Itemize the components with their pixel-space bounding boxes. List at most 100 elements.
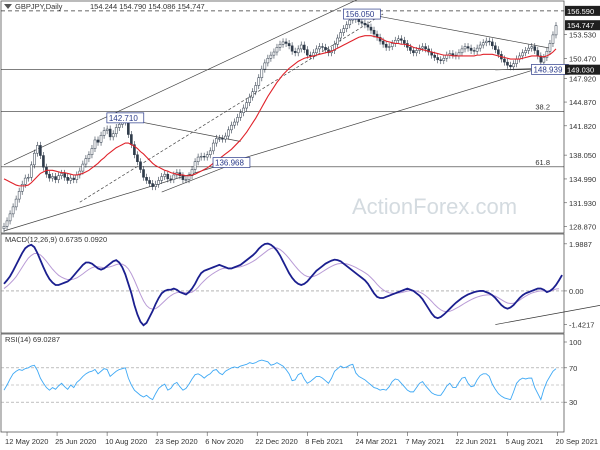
candle-body [142, 169, 145, 178]
candle-body [548, 43, 552, 52]
candle-body [190, 169, 194, 177]
candle-body [230, 124, 233, 131]
rsi-axis-label: 100 [569, 338, 582, 347]
x-axis-label: 6 Nov 2020 [205, 437, 243, 446]
candle-body [272, 51, 276, 56]
candle-body [33, 152, 36, 166]
candle-body [236, 117, 239, 123]
candle-body [39, 145, 42, 156]
candle-body [439, 59, 443, 61]
candle-body [433, 54, 436, 58]
x-axis-label: 25 Jun 2020 [55, 437, 96, 446]
candle-body [48, 173, 51, 179]
candle-body [108, 128, 112, 138]
price-axis-label: 150.470 [569, 54, 596, 63]
candle-body [17, 191, 21, 200]
candle-body [381, 40, 385, 45]
candle-body [378, 36, 382, 42]
candle-body [93, 139, 97, 149]
candle-body [133, 144, 136, 155]
candle-body [69, 177, 73, 181]
candle-body [57, 175, 60, 180]
price-annotation-box [212, 157, 251, 168]
candle-body [466, 46, 470, 49]
candle-body [172, 174, 176, 180]
candle-body [72, 177, 76, 180]
candle-body [266, 57, 270, 64]
candle-body [387, 46, 391, 48]
candle-body [196, 156, 200, 162]
macd-axis-label: 1.9887 [569, 240, 592, 249]
macd-line [3, 242, 563, 327]
candle-body [472, 50, 476, 52]
candle-body [75, 174, 79, 180]
candle-body [51, 176, 54, 179]
price-marker-label: 156.590 [567, 7, 594, 16]
candle-body [90, 148, 94, 155]
candle-body [339, 32, 342, 39]
candle-body [536, 50, 540, 57]
candle-body [421, 46, 424, 49]
candle-body [396, 38, 400, 41]
candle-body [342, 28, 345, 33]
candle-body [451, 53, 455, 56]
candle-body [218, 138, 221, 140]
candle-body [42, 155, 45, 168]
candle-body [263, 62, 267, 70]
candle-body [357, 19, 361, 22]
candle-body [296, 48, 300, 54]
candle-body [554, 25, 558, 36]
x-axis-label: 24 Mar 2021 [355, 437, 397, 446]
price-axis-label: 138.050 [569, 151, 596, 160]
candle-body [160, 176, 164, 181]
symbol-marker-icon [4, 4, 12, 9]
price-axis-label: 153.530 [569, 31, 596, 40]
candle-body [193, 161, 197, 170]
candle-body [257, 77, 261, 86]
candle-body [412, 50, 415, 54]
candle-body [233, 121, 236, 126]
candle-body [211, 142, 215, 152]
rsi-axis-label: 70 [569, 364, 577, 373]
candle-body [478, 44, 482, 49]
macd-axis-label: 0.00 [569, 287, 584, 296]
price-annotation-label: 156.050 [345, 10, 374, 19]
candle-body [403, 40, 406, 44]
watermark: ActionForex.com [352, 194, 517, 219]
price-axis-label: 141.820 [569, 122, 596, 131]
candle-body [136, 154, 139, 162]
candle-body [248, 96, 251, 103]
candle-body [530, 46, 534, 49]
macd-axis-label: -1.4217 [569, 321, 594, 330]
price-annotation-label: 142.710 [109, 114, 138, 123]
candle-body [251, 91, 255, 98]
price-marker-box [565, 20, 600, 31]
candle-body [524, 50, 527, 54]
price-axis-label: 147.920 [569, 74, 596, 83]
candle-body [336, 37, 339, 45]
candle-body [390, 43, 394, 47]
candle-body [281, 41, 285, 45]
candle-body [163, 173, 167, 177]
channel-upper-line [3, 0, 358, 166]
candle-body [5, 220, 9, 227]
candle-body [81, 163, 85, 172]
candle-body [96, 139, 100, 143]
rsi-line [3, 359, 557, 401]
price-axis-label: 131.930 [569, 199, 596, 208]
candle-body [20, 184, 24, 192]
candle-body [215, 138, 218, 144]
candle-body [36, 145, 39, 154]
candle-body [114, 127, 118, 134]
candle-body [275, 47, 279, 53]
candle-body [400, 38, 403, 41]
fib-level-label: 38.2 [535, 103, 550, 112]
candle-body [491, 41, 494, 47]
candle-body [202, 156, 206, 158]
candle-body [227, 129, 230, 137]
candle-body [239, 112, 242, 118]
candle-body [512, 63, 515, 68]
candle-body [181, 175, 185, 180]
candle-body [487, 40, 491, 43]
